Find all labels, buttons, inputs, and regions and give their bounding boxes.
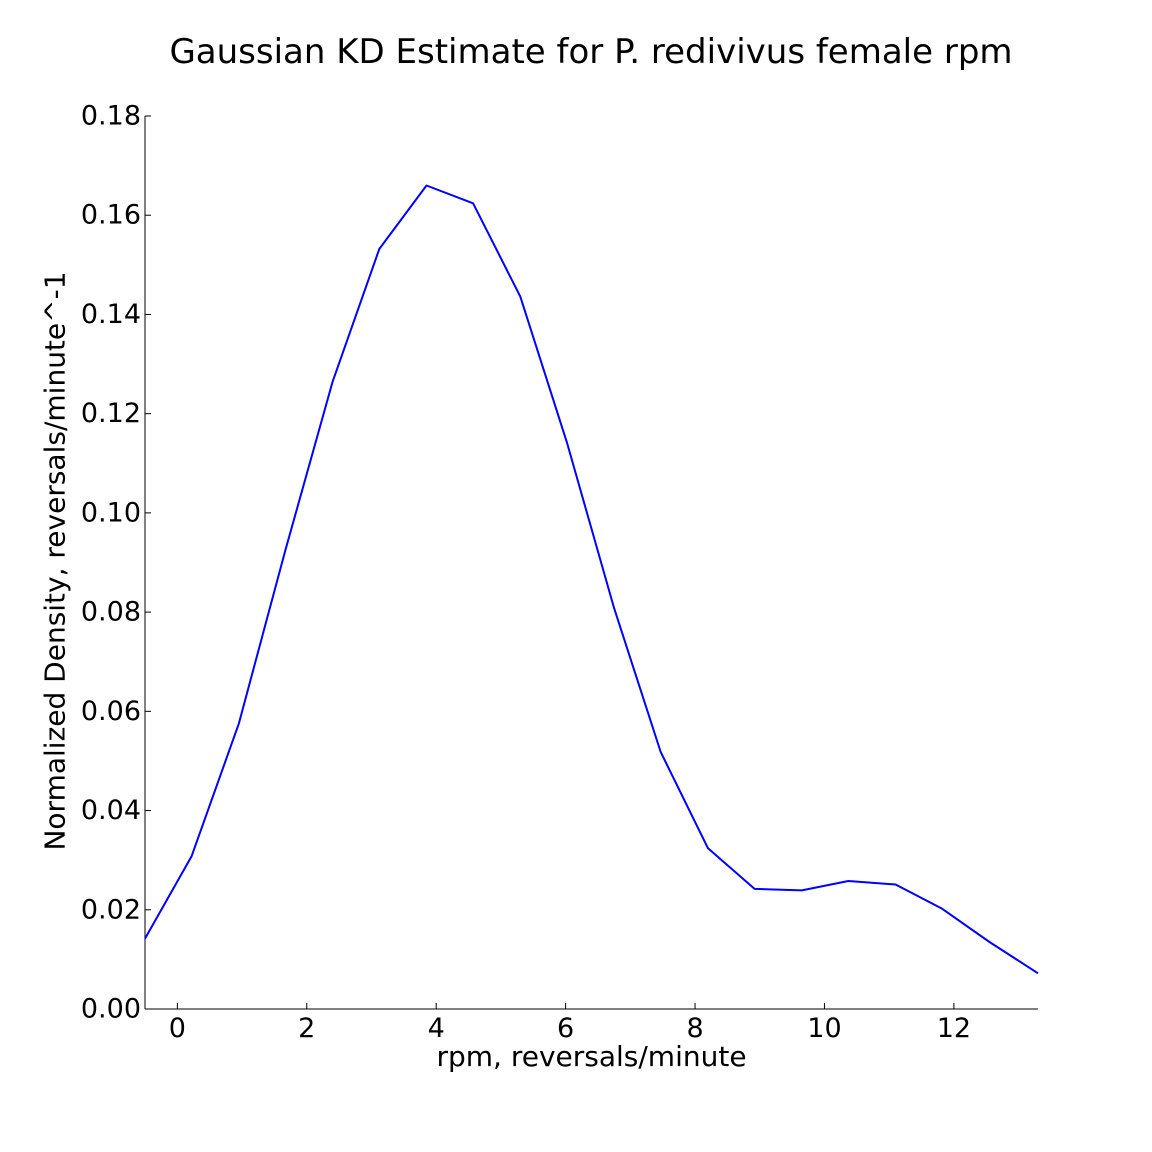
x-tick-label: 0: [169, 1013, 186, 1044]
y-axis-label: Normalized Density, reversals/minute^-1: [38, 271, 72, 851]
y-tick-label: 0.08: [81, 597, 141, 628]
chart-title: Gaussian KD Estimate for P. redivivus fe…: [169, 32, 1013, 72]
density-line: [144, 184, 1039, 975]
y-tick-label: 0.16: [81, 200, 141, 231]
y-tick-label: 0.18: [81, 101, 141, 132]
y-tick-label: 0.04: [81, 795, 141, 826]
y-tick-label: 0.14: [81, 299, 141, 330]
y-tick-label: 0.12: [81, 398, 141, 429]
x-axis-label: rpm, reversals/minute: [436, 1040, 747, 1073]
x-ticks: 0 2 4 6 8 10 12: [169, 1003, 971, 1044]
y-tick-label: 0.00: [81, 994, 141, 1025]
x-tick-label: 2: [298, 1013, 315, 1044]
series-group: [144, 184, 1039, 975]
axes: [144, 116, 1038, 1010]
x-tick-label: 12: [937, 1013, 971, 1044]
y-tick-label: 0.10: [81, 497, 141, 528]
y-ticks: 0.00 0.02 0.04 0.06 0.08 0.10 0.12 0.14 0.16 0.18: [81, 101, 151, 1025]
x-tick-label: 10: [807, 1013, 841, 1044]
x-tick-label: 4: [428, 1013, 445, 1044]
x-tick-label: 8: [686, 1013, 703, 1044]
x-tick-label: 6: [557, 1013, 574, 1044]
y-tick-label: 0.06: [81, 696, 141, 727]
y-tick-label: 0.02: [81, 894, 141, 925]
